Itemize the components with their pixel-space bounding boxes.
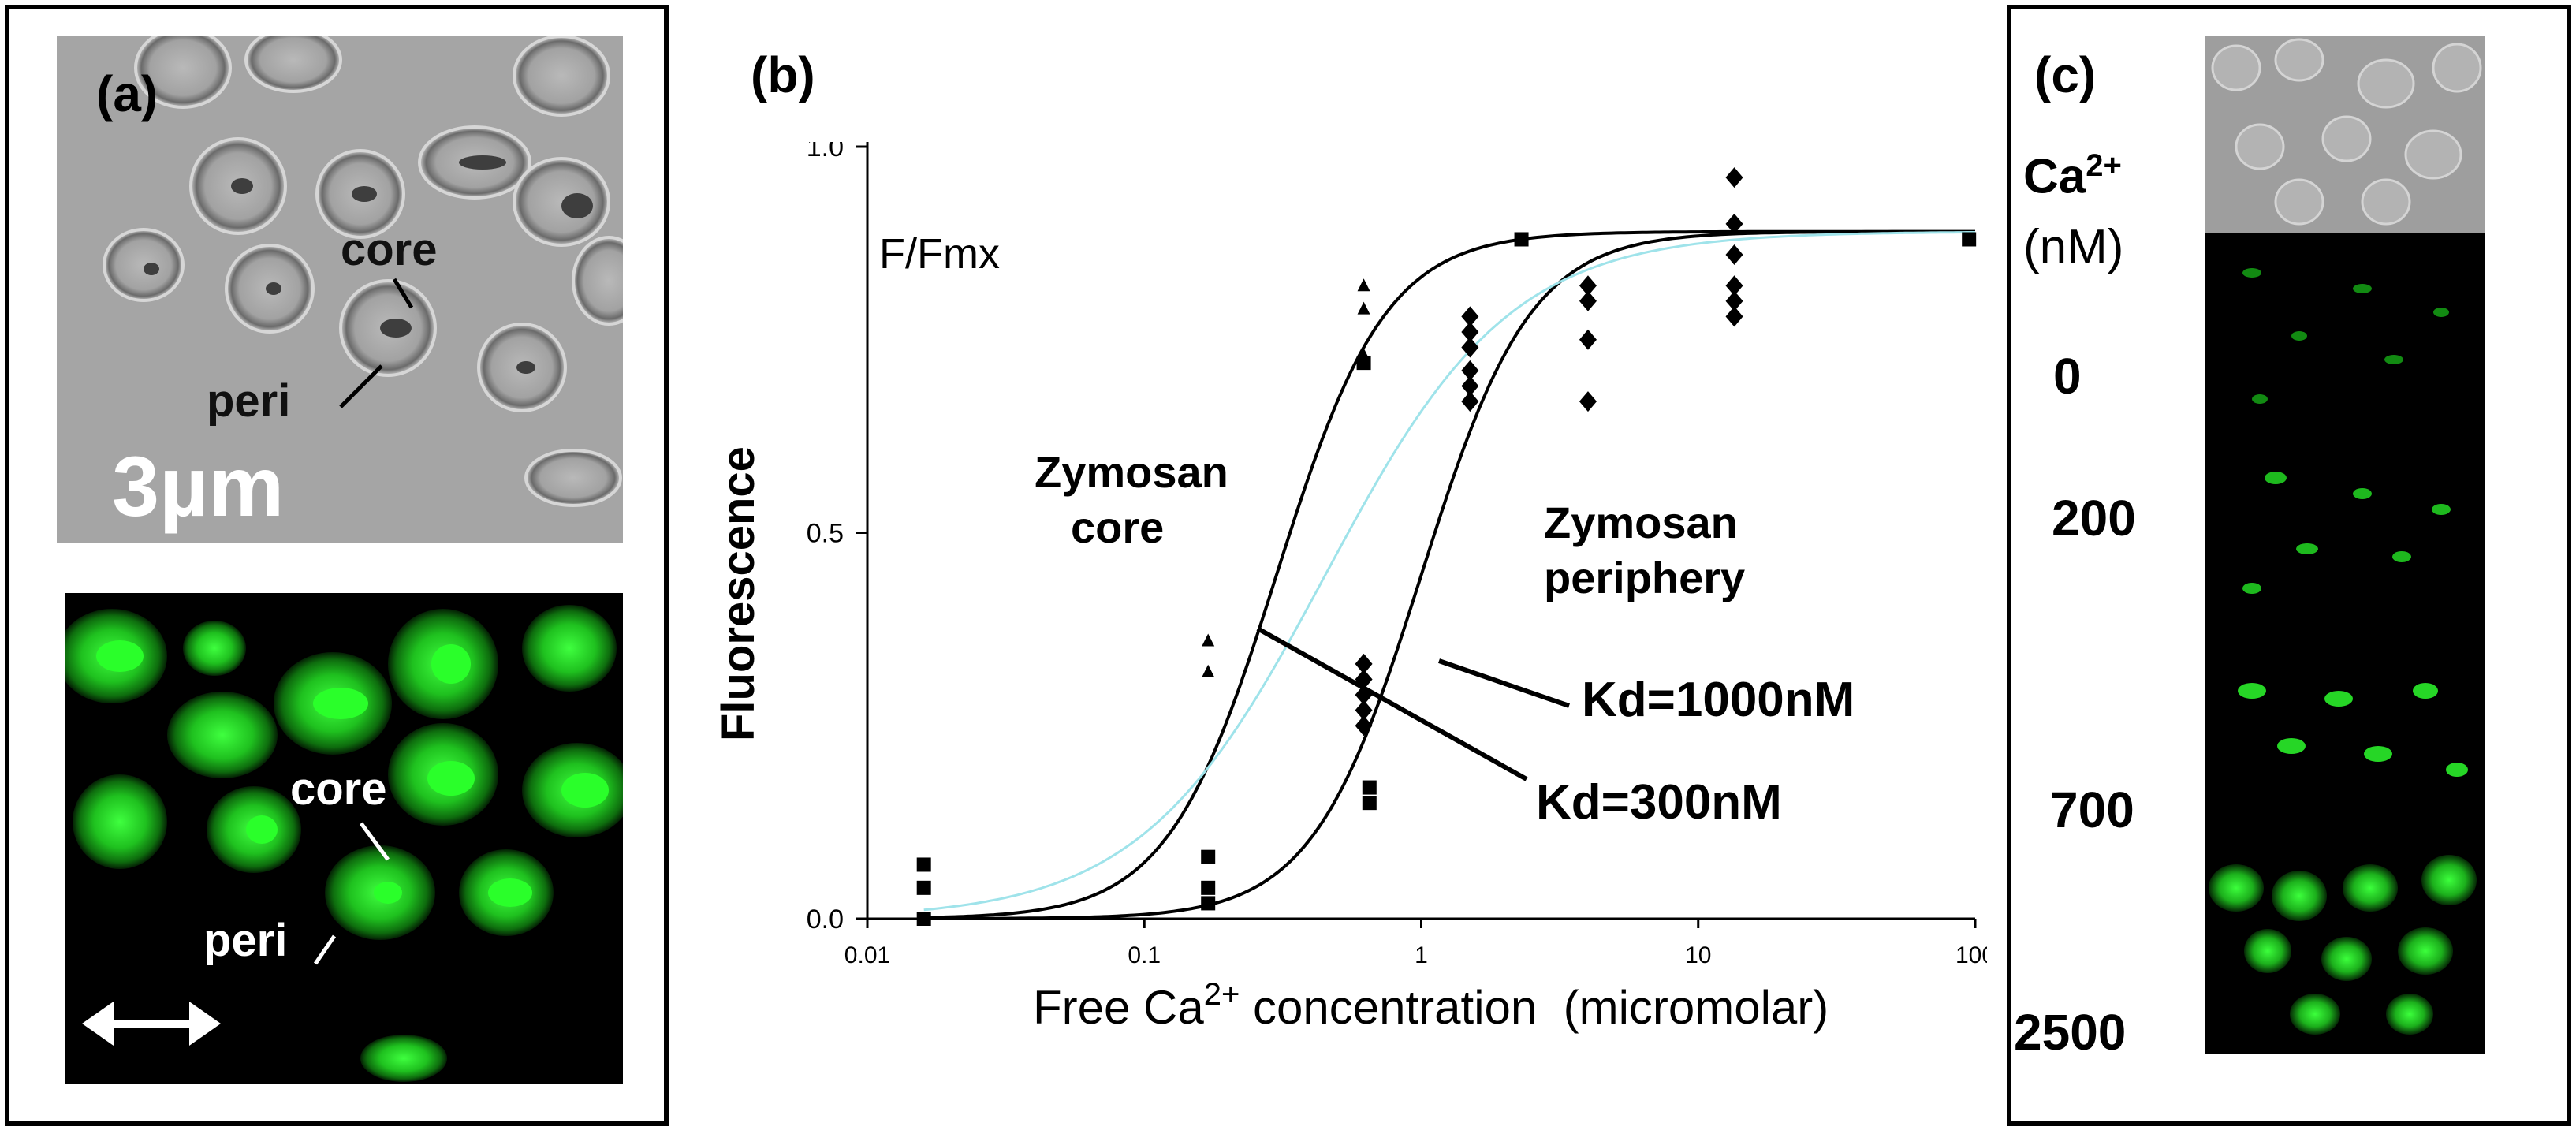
- y-tick-label-2: 1.0: [807, 142, 844, 162]
- diamond-point-2-14: [1579, 391, 1597, 412]
- ca-value-200: 200: [2052, 490, 2136, 546]
- x-tick-label-4: 100: [1955, 942, 1987, 968]
- bottom-core-label: core: [290, 763, 387, 815]
- kd-1000-label: Kd=1000nM: [1582, 673, 1855, 727]
- core-annotation-line1: Zymosan: [1035, 447, 1228, 497]
- x-title-part2: concentration (micromolar): [1240, 981, 1829, 1034]
- x-axis-title: Free Ca2+ concentration (micromolar): [1033, 977, 1829, 1034]
- diamond-point-2-17: [1725, 244, 1743, 266]
- panel-b-label: (b): [751, 47, 815, 103]
- diamond-point-2-10: [1461, 391, 1479, 412]
- x-tick-label-2: 1: [1415, 942, 1428, 968]
- y-axis-title: Fluorescence: [713, 446, 764, 741]
- x-title-sup: 2+: [1204, 977, 1240, 1012]
- y-tick-label-0: 0.0: [807, 905, 844, 934]
- ca-text: Ca: [2023, 149, 2086, 204]
- x-tick-label-3: 10: [1685, 942, 1711, 968]
- fit-curve-2: [923, 231, 1975, 912]
- square-point-1-8: [1356, 356, 1371, 371]
- diamond-point-2-7: [1461, 337, 1479, 358]
- periphery-annotation-line1: Zymosan: [1544, 498, 1738, 547]
- fit-curve-0: [923, 229, 1975, 920]
- triangle-point-0-3: [1357, 301, 1370, 315]
- x-title-part1: Free Ca: [1033, 981, 1204, 1034]
- square-point-1-3: [1201, 849, 1216, 864]
- diamond-point-2-12: [1579, 290, 1597, 311]
- y-tick-label-1: 0.5: [807, 519, 844, 549]
- ca-value-2500: 2500: [2014, 1004, 2127, 1061]
- bottom-peri-label: peri: [203, 915, 287, 966]
- panel-c-label: (c): [2034, 47, 2097, 103]
- ca-charge: 2+: [2086, 148, 2122, 183]
- inner-fmx-label: F/Fmx: [879, 230, 1000, 278]
- square-point-1-9: [1514, 232, 1529, 247]
- diamond-point-2-11: [1579, 275, 1597, 297]
- core-annotation-line2: core: [1071, 502, 1164, 552]
- diamond-point-2-13: [1579, 329, 1597, 350]
- diamond-point-2-19: [1725, 290, 1743, 311]
- square-point-1-4: [1201, 880, 1216, 895]
- diamond-point-2-4: [1355, 715, 1373, 737]
- kd-300-leader-line: [1256, 626, 1528, 781]
- ca-ion-label: Ca2+: [2023, 148, 2122, 205]
- panel-c-frame: [2007, 5, 2571, 1126]
- panel-a-label: (a): [96, 65, 158, 122]
- diamond-point-2-3: [1355, 699, 1373, 721]
- triangle-point-0-0: [1202, 664, 1215, 677]
- fluorescence-image: core peri: [65, 593, 623, 1084]
- double-arrow-icon: [82, 1002, 221, 1046]
- diamond-point-2-8: [1461, 360, 1479, 381]
- calcium-series-image-strip: [2205, 36, 2485, 1054]
- square-point-1-6: [1362, 780, 1377, 795]
- calcium-binding-chart: 0.01 0.1 1 10 100 0.0 0.5 1.0 F/Fmx Fluorescenc…: [713, 142, 1987, 1034]
- square-point-1-5: [1201, 896, 1216, 911]
- diamond-point-2-6: [1461, 321, 1479, 342]
- diamond-point-2-20: [1725, 306, 1743, 327]
- x-tick-label-1: 0.1: [1128, 942, 1161, 968]
- diamond-point-2-0: [1355, 653, 1373, 674]
- top-core-label: core: [341, 224, 438, 275]
- panel-a-frame: [5, 5, 669, 1126]
- triangle-point-0-1: [1202, 633, 1215, 647]
- chart-axes: [866, 142, 1975, 920]
- top-peri-label: peri: [207, 375, 290, 427]
- triangle-point-0-4: [1357, 278, 1370, 292]
- ca-unit-label: (nM): [2023, 220, 2124, 274]
- kd-300-label: Kd=300nM: [1536, 775, 1782, 830]
- square-point-1-7: [1362, 796, 1377, 811]
- diamond-point-2-18: [1725, 275, 1743, 297]
- brightfield-image: core peri 3µm: [57, 36, 623, 543]
- x-tick-label-0: 0.01: [844, 942, 890, 968]
- kd-1000-leader-line: [1438, 658, 1570, 708]
- square-point-1-10: [1962, 232, 1977, 247]
- ca-value-0: 0: [2053, 348, 2082, 405]
- diamond-point-2-15: [1725, 167, 1743, 188]
- scale-bar-label: 3µm: [112, 438, 284, 534]
- diamond-point-2-5: [1461, 306, 1479, 327]
- ca-value-700: 700: [2050, 781, 2134, 838]
- periphery-annotation-line2: periphery: [1544, 553, 1745, 602]
- square-point-1-1: [916, 880, 931, 895]
- diamond-point-2-9: [1461, 375, 1479, 397]
- diamond-point-2-2: [1355, 685, 1373, 706]
- fit-curve-1: [923, 229, 1975, 920]
- square-point-1-0: [916, 857, 931, 872]
- square-point-1-2: [916, 912, 931, 926]
- diamond-point-2-16: [1725, 213, 1743, 234]
